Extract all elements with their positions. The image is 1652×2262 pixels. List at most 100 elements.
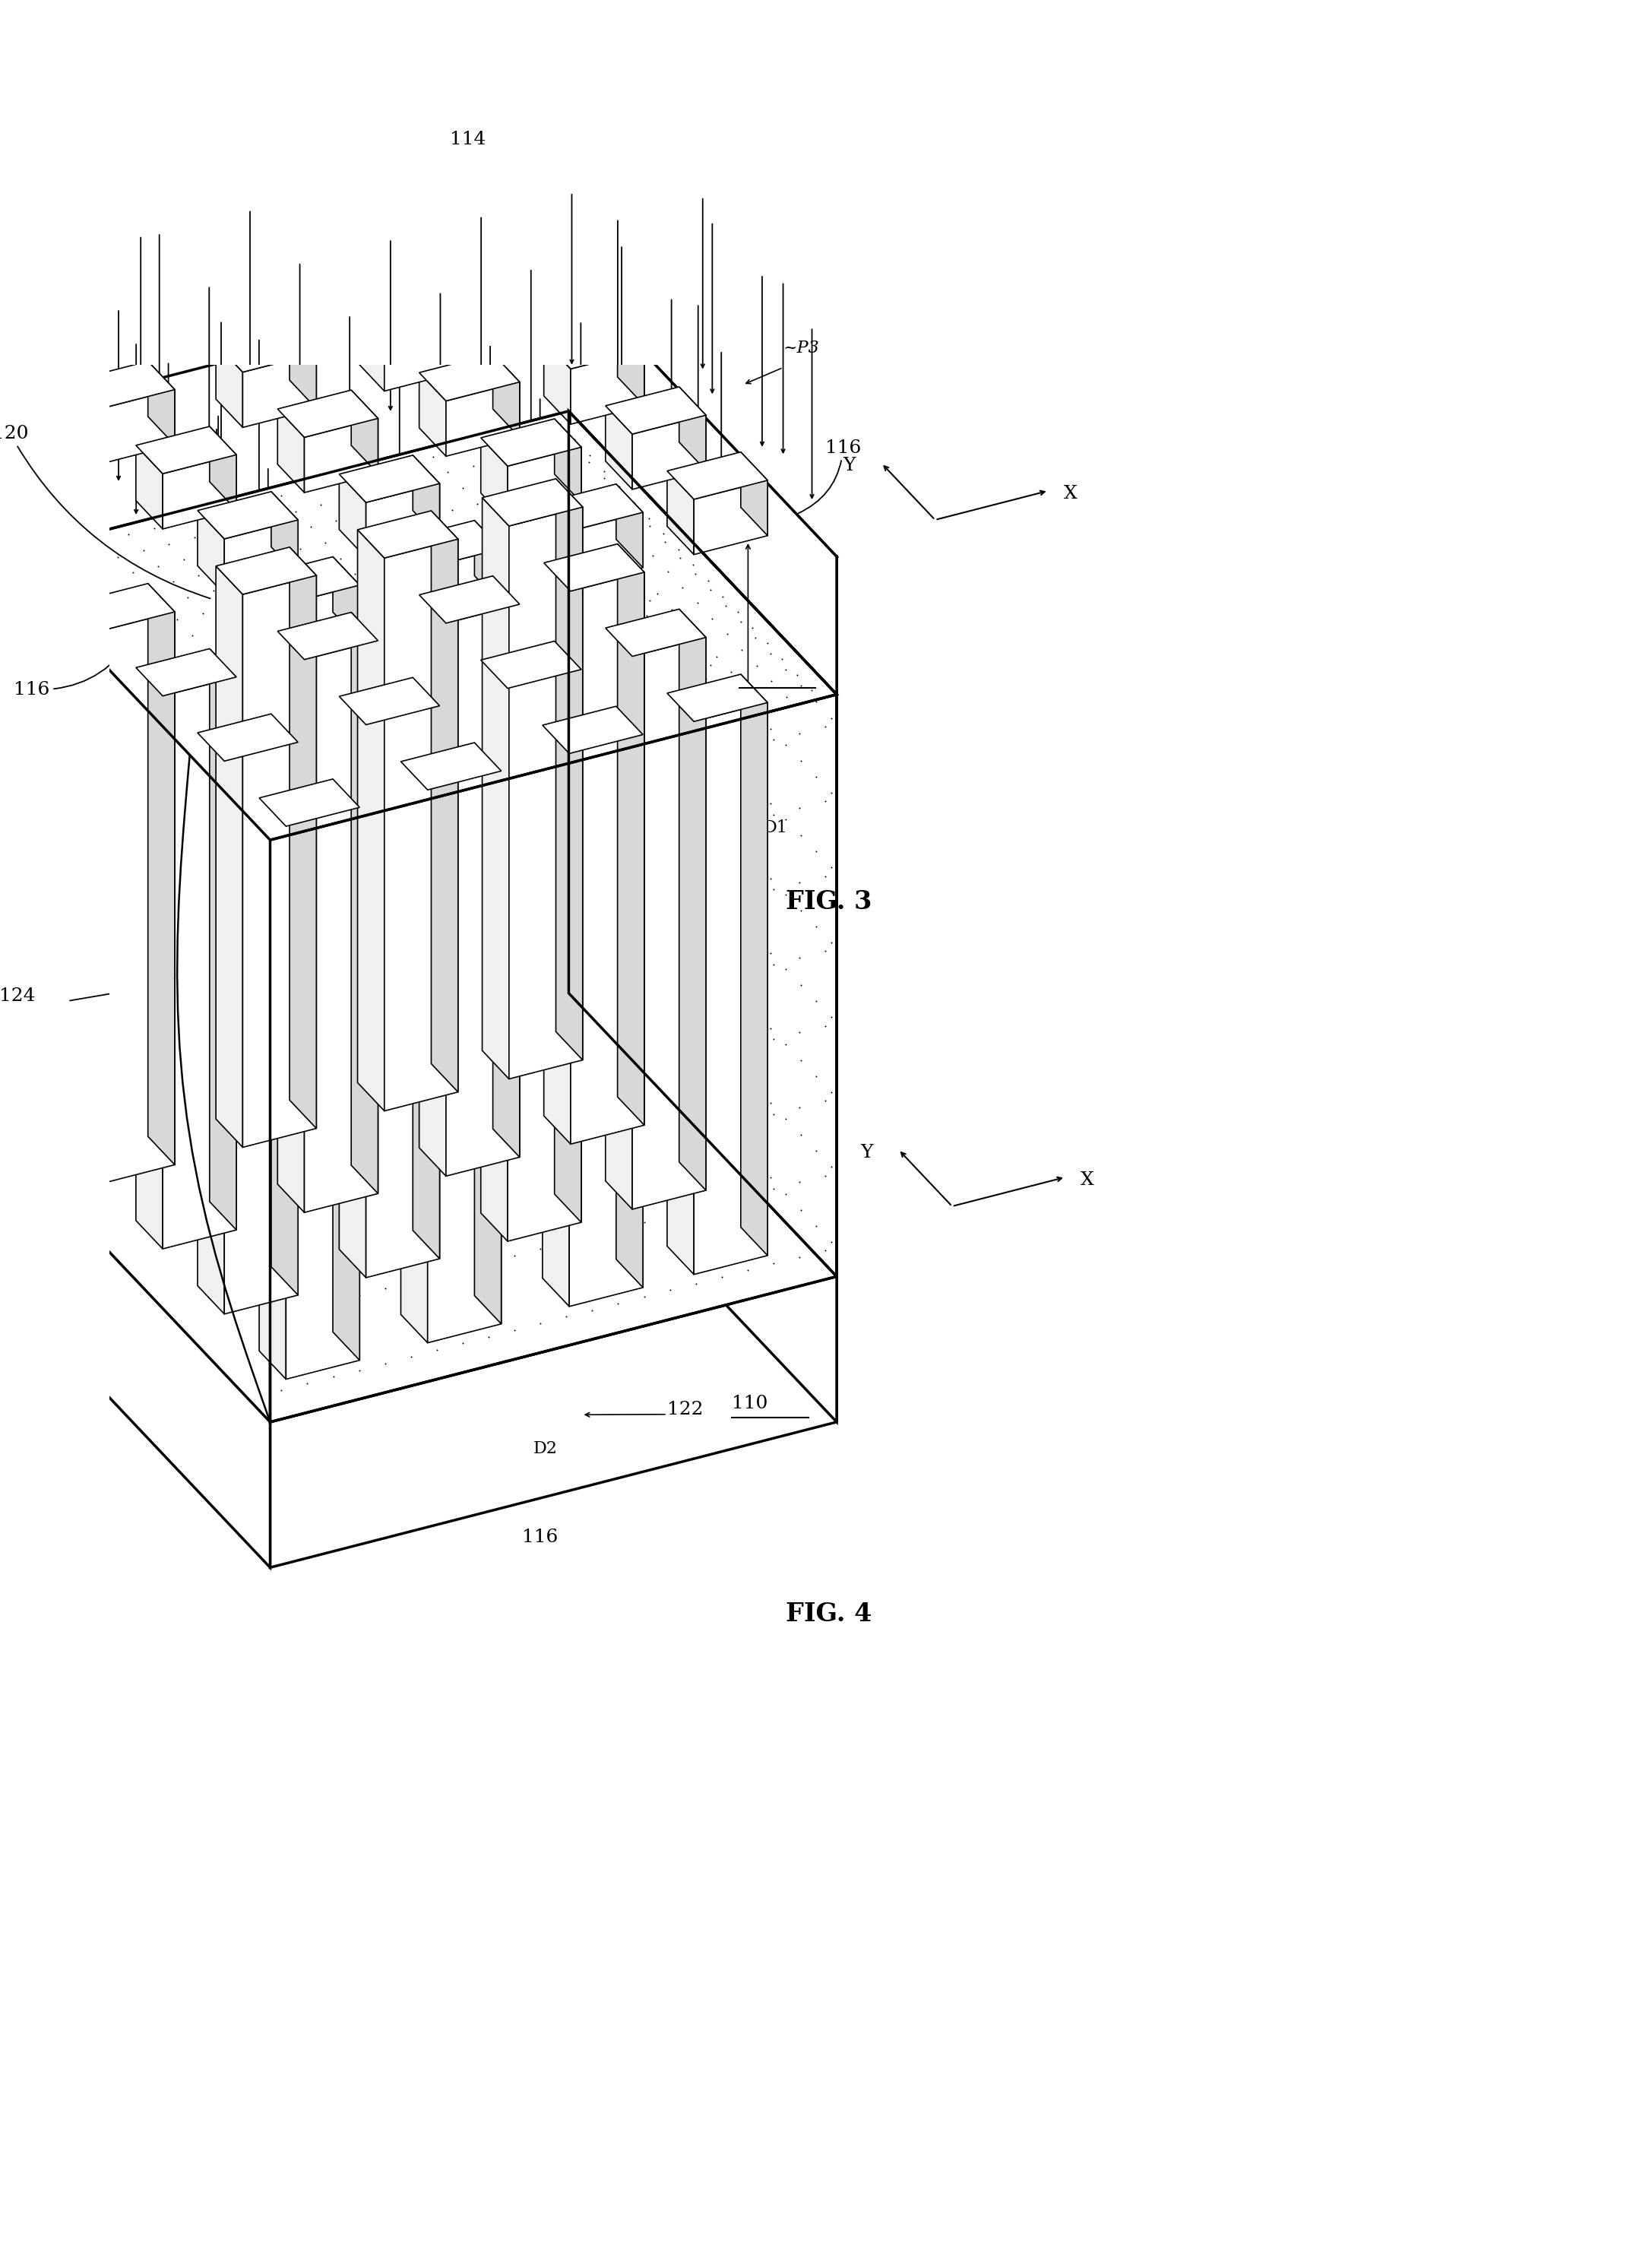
- Polygon shape: [135, 428, 236, 473]
- Polygon shape: [357, 290, 458, 335]
- Polygon shape: [162, 676, 236, 1249]
- Text: 114: 114: [449, 131, 486, 149]
- Text: X: X: [1080, 1172, 1094, 1188]
- Polygon shape: [271, 694, 836, 1423]
- Polygon shape: [568, 993, 836, 1423]
- Polygon shape: [259, 798, 286, 1380]
- Polygon shape: [509, 285, 583, 360]
- Polygon shape: [446, 604, 520, 1176]
- Polygon shape: [482, 276, 509, 360]
- Polygon shape: [618, 321, 644, 405]
- Polygon shape: [482, 498, 509, 1079]
- Polygon shape: [740, 674, 768, 1255]
- Polygon shape: [446, 382, 520, 457]
- Polygon shape: [278, 409, 304, 493]
- Polygon shape: [492, 353, 520, 437]
- Polygon shape: [482, 256, 583, 303]
- Polygon shape: [633, 638, 705, 1210]
- Polygon shape: [259, 556, 360, 604]
- Text: Y: Y: [861, 1145, 872, 1160]
- Polygon shape: [420, 373, 446, 457]
- Polygon shape: [339, 679, 439, 724]
- Polygon shape: [367, 706, 439, 1278]
- Polygon shape: [606, 405, 633, 489]
- Polygon shape: [542, 726, 570, 1307]
- Text: D1: D1: [763, 819, 788, 837]
- Polygon shape: [420, 577, 520, 624]
- Polygon shape: [135, 649, 236, 697]
- Polygon shape: [74, 380, 101, 464]
- Text: ~P3: ~P3: [783, 339, 819, 355]
- Polygon shape: [492, 577, 520, 1158]
- Text: 116: 116: [522, 1529, 558, 1547]
- Polygon shape: [740, 452, 768, 536]
- Polygon shape: [431, 511, 458, 1093]
- Polygon shape: [278, 631, 304, 1212]
- Polygon shape: [570, 351, 644, 425]
- Text: D2: D2: [534, 1441, 557, 1457]
- Polygon shape: [606, 608, 705, 656]
- Polygon shape: [606, 629, 633, 1210]
- Polygon shape: [271, 556, 836, 848]
- Polygon shape: [694, 703, 768, 1274]
- Polygon shape: [401, 762, 428, 1344]
- Polygon shape: [339, 697, 367, 1278]
- Text: FIG. 3: FIG. 3: [786, 889, 872, 914]
- Polygon shape: [542, 502, 570, 586]
- Polygon shape: [428, 771, 501, 1344]
- Polygon shape: [357, 511, 458, 559]
- Polygon shape: [332, 556, 360, 640]
- Polygon shape: [385, 538, 458, 1111]
- Polygon shape: [271, 491, 297, 575]
- Polygon shape: [259, 577, 286, 658]
- Polygon shape: [474, 520, 501, 604]
- Polygon shape: [357, 529, 385, 1111]
- Polygon shape: [243, 575, 317, 1147]
- Polygon shape: [474, 742, 501, 1323]
- Polygon shape: [2, 412, 836, 839]
- Polygon shape: [667, 470, 694, 554]
- Polygon shape: [2, 1138, 271, 1568]
- Polygon shape: [225, 742, 297, 1314]
- Polygon shape: [339, 455, 439, 502]
- Polygon shape: [544, 321, 644, 369]
- Polygon shape: [618, 543, 644, 1124]
- Polygon shape: [278, 613, 378, 661]
- Polygon shape: [616, 484, 643, 568]
- Polygon shape: [667, 692, 694, 1274]
- Polygon shape: [149, 362, 175, 446]
- Polygon shape: [271, 715, 297, 1296]
- Polygon shape: [162, 455, 236, 529]
- Polygon shape: [357, 308, 385, 391]
- Polygon shape: [509, 507, 583, 1079]
- Polygon shape: [216, 326, 317, 373]
- Polygon shape: [431, 290, 458, 373]
- Polygon shape: [428, 550, 501, 622]
- Polygon shape: [332, 778, 360, 1359]
- Polygon shape: [667, 452, 768, 500]
- Polygon shape: [304, 418, 378, 493]
- Polygon shape: [555, 418, 582, 502]
- Polygon shape: [198, 733, 225, 1314]
- Polygon shape: [544, 342, 570, 425]
- Polygon shape: [542, 706, 643, 753]
- Polygon shape: [401, 742, 501, 789]
- Polygon shape: [2, 418, 271, 848]
- Polygon shape: [198, 715, 297, 760]
- Polygon shape: [555, 640, 582, 1221]
- Polygon shape: [679, 387, 705, 470]
- Polygon shape: [2, 274, 836, 701]
- Polygon shape: [633, 416, 705, 489]
- Polygon shape: [481, 661, 507, 1242]
- Polygon shape: [544, 563, 570, 1145]
- Polygon shape: [694, 480, 768, 554]
- Polygon shape: [149, 584, 175, 1165]
- Text: FIG. 4: FIG. 4: [786, 1601, 872, 1626]
- Polygon shape: [210, 649, 236, 1231]
- Polygon shape: [420, 595, 446, 1176]
- Polygon shape: [542, 484, 643, 532]
- Polygon shape: [271, 1276, 836, 1568]
- Polygon shape: [570, 735, 643, 1307]
- Polygon shape: [481, 439, 507, 523]
- Text: 120: 120: [0, 425, 210, 599]
